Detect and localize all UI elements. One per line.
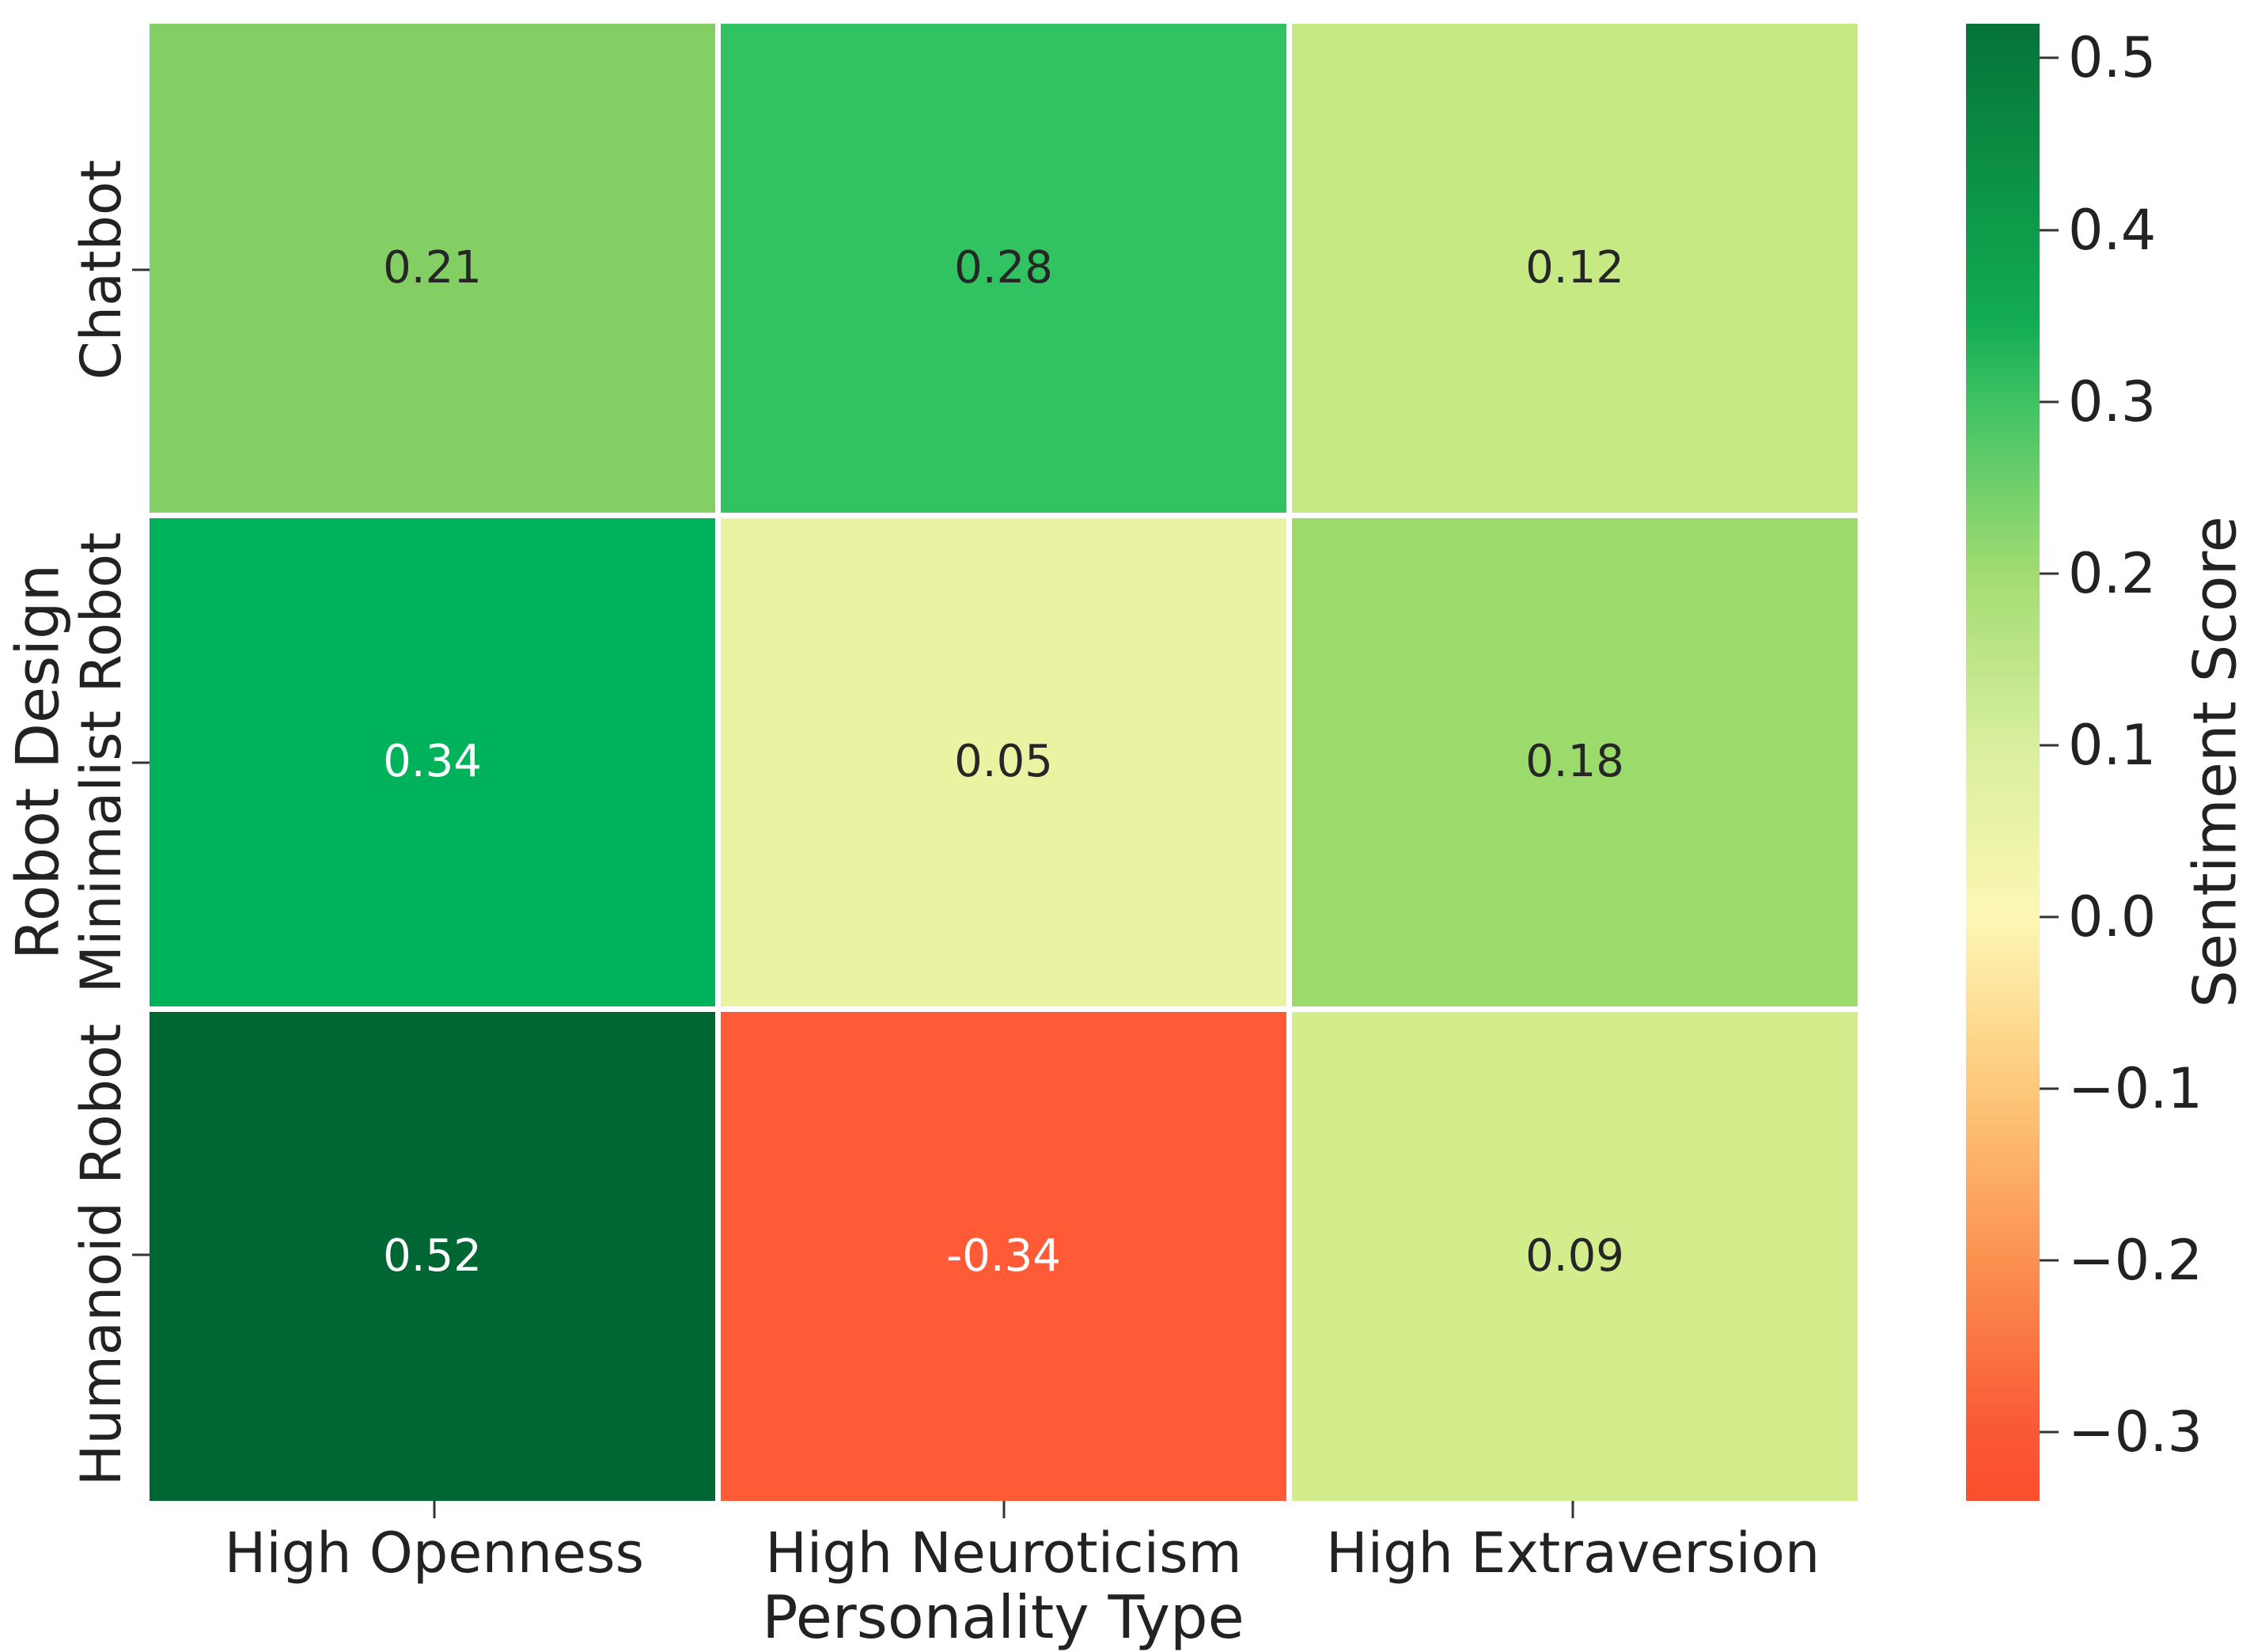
colorbar-tick-mark	[2040, 229, 2059, 231]
colorbar-tick-label: 0.5	[2068, 25, 2157, 91]
colorbar	[1966, 24, 2040, 1501]
colorbar-tick-label: 0.3	[2068, 369, 2157, 434]
heatmap-cell: 0.05	[721, 517, 1286, 1007]
heatmap-cell: 0.28	[721, 24, 1286, 513]
colorbar-tick-mark	[2040, 1087, 2059, 1090]
colorbar-tick-label: −0.1	[2068, 1055, 2203, 1121]
x-tick-label: High Extraversion	[1326, 1521, 1820, 1586]
y-axis-title: Robot Design	[2, 563, 73, 961]
x-tick-label: High Neuroticism	[765, 1521, 1242, 1586]
cell-value-label: 0.18	[1525, 736, 1624, 788]
heatmap-cell: -0.34	[721, 1012, 1286, 1501]
y-tick-label: Humanoid Robot	[69, 1023, 134, 1487]
heatmap-grid: 0.21 0.28 0.12 0.34 0.05 0.18 0.52 -0.34 0.09	[150, 24, 1858, 1501]
colorbar-tick-label: 0.0	[2068, 884, 2157, 949]
colorbar-tick-label: −0.2	[2068, 1228, 2203, 1294]
cell-value-label: -0.34	[946, 1230, 1061, 1283]
y-tick-label: Chatbot	[69, 160, 134, 381]
y-tick-mark	[132, 268, 150, 271]
colorbar-tick-mark	[2040, 400, 2059, 404]
heatmap-cell: 0.09	[1292, 1012, 1858, 1501]
colorbar-tick-label: 0.1	[2068, 712, 2157, 778]
colorbar-tick-mark	[2040, 1430, 2059, 1434]
heatmap-cell: 0.21	[150, 24, 715, 513]
colorbar-title: Sentiment Score	[2180, 516, 2250, 1008]
x-tick-mark	[1571, 1501, 1574, 1518]
colorbar-tick-label: 0.2	[2068, 540, 2157, 606]
colorbar-tick-mark	[2040, 572, 2059, 575]
colorbar-tick-mark	[2040, 915, 2059, 919]
cell-value-label: 0.12	[1525, 241, 1624, 294]
cell-value-label: 0.09	[1525, 1230, 1624, 1283]
heatmap-cell: 0.18	[1292, 517, 1858, 1007]
x-tick-mark	[1002, 1501, 1005, 1518]
cell-value-label: 0.21	[383, 241, 482, 294]
heatmap-cell: 0.52	[150, 1012, 715, 1501]
cell-value-label: 0.34	[383, 736, 482, 788]
x-tick-label: High Openness	[224, 1521, 645, 1586]
colorbar-tick-mark	[2040, 744, 2059, 747]
colorbar-tick-label: 0.4	[2068, 197, 2157, 263]
cell-value-label: 0.05	[954, 736, 1053, 788]
y-tick-label: Minimalist Robot	[69, 532, 134, 993]
x-axis-title: Personality Type	[762, 1582, 1244, 1652]
heatmap-cell: 0.34	[150, 517, 715, 1007]
colorbar-tick-mark	[2040, 1259, 2059, 1262]
cell-value-label: 0.28	[954, 241, 1053, 294]
y-tick-mark	[132, 1253, 150, 1256]
colorbar-tick-label: −0.3	[2068, 1400, 2203, 1465]
cell-value-label: 0.52	[383, 1230, 482, 1283]
colorbar-tick-mark	[2040, 56, 2059, 59]
y-tick-mark	[132, 761, 150, 763]
x-tick-mark	[433, 1501, 436, 1518]
heatmap-cell: 0.12	[1292, 24, 1858, 513]
